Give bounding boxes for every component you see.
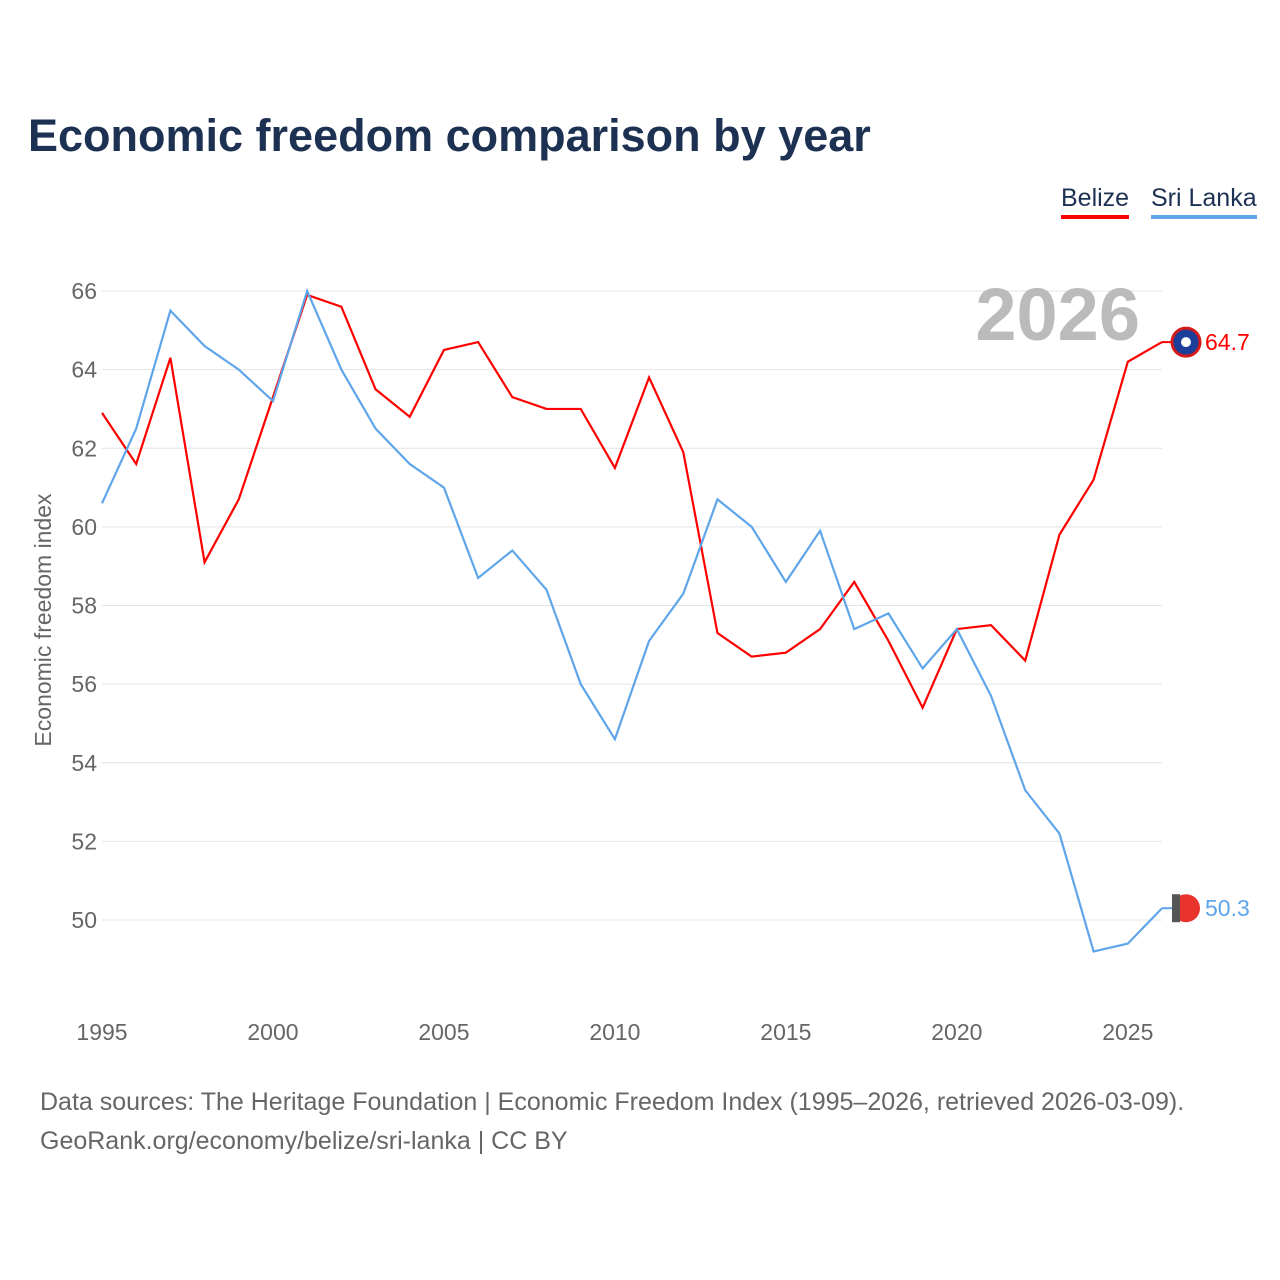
y-tick-label: 50 bbox=[71, 907, 97, 933]
end-value-label: 64.7 bbox=[1205, 329, 1250, 355]
y-tick-label: 52 bbox=[71, 828, 97, 854]
footer-link[interactable]: GeoRank.org/economy/belize/sri-lanka | C… bbox=[40, 1127, 568, 1155]
x-tick-label: 2020 bbox=[931, 1019, 982, 1045]
y-tick-label: 54 bbox=[71, 750, 97, 776]
flag-stripe bbox=[1172, 894, 1180, 923]
x-tick-label: 2000 bbox=[247, 1019, 298, 1045]
chart-title: Economic freedom comparison by year bbox=[28, 110, 871, 161]
y-axis-label: Economic freedom index bbox=[30, 493, 56, 747]
x-tick-label: 2025 bbox=[1102, 1019, 1153, 1045]
y-tick-label: 58 bbox=[71, 593, 97, 619]
x-tick-label: 1995 bbox=[76, 1019, 127, 1045]
y-tick-label: 64 bbox=[71, 357, 97, 383]
legend-belize[interactable]: Belize bbox=[1061, 184, 1130, 219]
legend-sri-lanka[interactable]: Sri Lanka bbox=[1151, 184, 1257, 219]
y-tick-label: 60 bbox=[71, 514, 97, 540]
series-line-belize bbox=[101, 293, 1163, 711]
y-tick-label: 66 bbox=[71, 278, 97, 304]
x-tick-label: 2015 bbox=[760, 1019, 811, 1045]
y-tick-label: 56 bbox=[71, 671, 97, 697]
end-value-label: 50.3 bbox=[1205, 895, 1250, 921]
footer-sources: Data sources: The Heritage Foundation | … bbox=[40, 1088, 1185, 1116]
x-tick-label: 2005 bbox=[418, 1019, 469, 1045]
x-tick-label: 2010 bbox=[589, 1019, 640, 1045]
series-line-sri-lanka bbox=[100, 287, 1163, 953]
year-watermark: 2026 bbox=[975, 273, 1140, 356]
flag-emblem bbox=[1181, 337, 1191, 348]
y-tick-label: 62 bbox=[71, 435, 97, 461]
